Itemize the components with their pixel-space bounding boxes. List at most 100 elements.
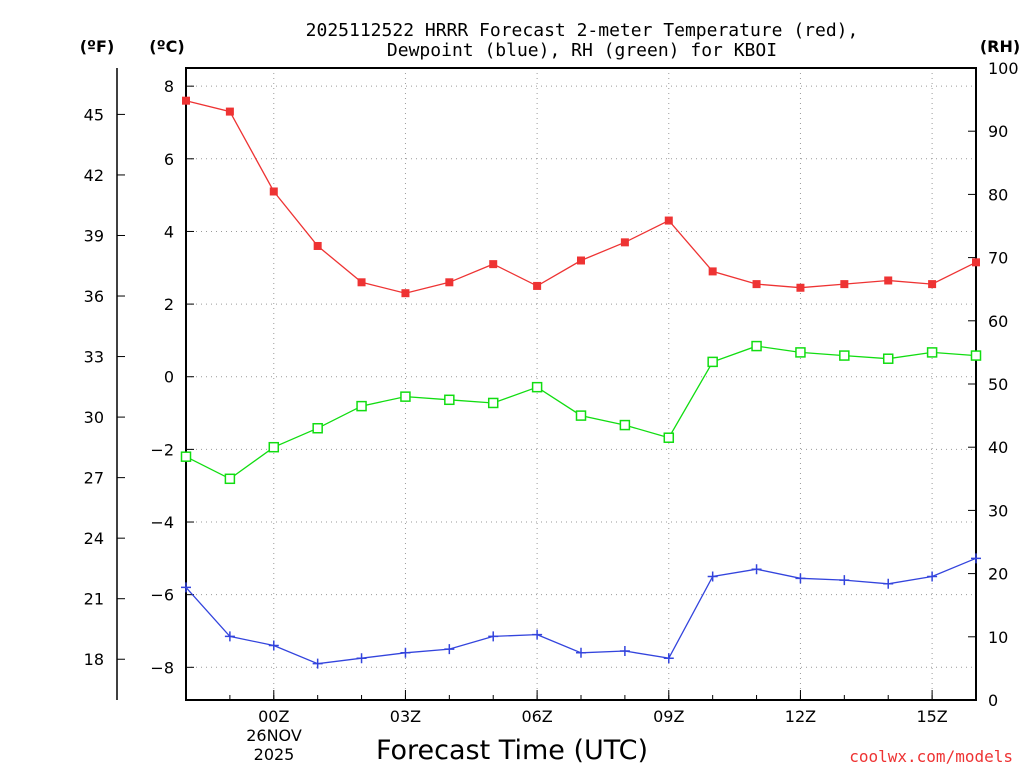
x-tick-label: 12Z xyxy=(785,707,816,726)
x-axis-title: Forecast Time (UTC) xyxy=(376,735,648,766)
dewpoint-point xyxy=(488,631,499,642)
temperature-point xyxy=(445,278,454,287)
celsius-tick-label: −6 xyxy=(150,586,174,605)
dewpoint-point xyxy=(444,644,455,655)
rh-point xyxy=(444,394,455,406)
rh-tick-label: 100 xyxy=(988,59,1019,78)
temperature-point xyxy=(972,258,980,267)
fahrenheit-tick-label: 21 xyxy=(84,590,104,609)
temperature-point xyxy=(533,281,542,290)
celsius-tick-label: 2 xyxy=(164,295,174,314)
celsius-tick-label: 6 xyxy=(164,150,174,169)
dewpoint-point xyxy=(576,647,586,658)
rh-tick-label: 90 xyxy=(988,122,1008,141)
data-series xyxy=(180,96,982,669)
fahrenheit-tick-label: 27 xyxy=(84,469,104,488)
rh-tick-label: 20 xyxy=(988,565,1008,584)
plot-frame xyxy=(185,67,977,701)
temperature-point xyxy=(796,283,805,292)
dewpoint-point xyxy=(224,631,235,642)
rh-point xyxy=(795,347,806,358)
temperature-point xyxy=(708,267,717,276)
rh-point xyxy=(751,340,762,352)
celsius-tick-label: 8 xyxy=(164,77,174,96)
temperature-point xyxy=(664,216,673,225)
temperature-point xyxy=(357,278,366,287)
celsius-tick-label: −4 xyxy=(150,513,174,532)
dewpoint-point xyxy=(751,564,762,575)
temperature-point xyxy=(182,96,190,105)
x-tick-label: 03Z xyxy=(390,707,421,726)
x-tick-label: 06Z xyxy=(521,707,552,726)
watermark-link[interactable]: coolwx.com/models xyxy=(849,747,1013,766)
dewpoint-point xyxy=(795,573,806,584)
temperature-point xyxy=(840,280,849,289)
dewpoint-point xyxy=(663,653,674,664)
temperature-point xyxy=(752,280,761,289)
temperature-point xyxy=(884,276,893,285)
date-year-label: 2025 xyxy=(254,745,295,764)
dewpoint-point xyxy=(707,571,718,582)
rh-point xyxy=(619,419,631,431)
fahrenheit-tick-label: 33 xyxy=(84,348,104,367)
fahrenheit-tick-label: 30 xyxy=(84,408,104,427)
rh-point xyxy=(224,473,236,485)
fahrenheit-tick-label: 36 xyxy=(84,287,104,306)
rh-tick-label: 30 xyxy=(988,501,1008,520)
dewpoint-point xyxy=(268,640,279,651)
rh-point xyxy=(400,391,411,402)
dewpoint-point xyxy=(356,653,367,664)
rh-point xyxy=(575,410,587,421)
chart-title-line2: Dewpoint (blue), RH (green) for KBOI xyxy=(387,40,777,61)
temperature-point xyxy=(577,256,585,265)
temperature-point xyxy=(313,241,322,250)
celsius-unit-label: (ºC) xyxy=(149,37,184,56)
dewpoint-point xyxy=(312,658,323,669)
temperature-point xyxy=(620,238,629,247)
rh-tick-label: 40 xyxy=(988,438,1008,457)
rh-point xyxy=(882,353,894,364)
rh-point xyxy=(970,350,982,361)
rh-point xyxy=(268,441,280,453)
celsius-tick-label: 0 xyxy=(164,368,174,387)
dewpoint-point xyxy=(883,578,894,589)
x-tick-label: 00Z xyxy=(258,707,289,726)
fahrenheit-tick-label: 18 xyxy=(84,650,104,669)
rh-tick-label: 0 xyxy=(988,691,998,710)
fahrenheit-tick-label: 24 xyxy=(84,529,104,548)
chart-title-line1: 2025112522 HRRR Forecast 2-meter Tempera… xyxy=(306,20,859,41)
celsius-tick-label: 4 xyxy=(164,222,174,241)
x-tick-label: 09Z xyxy=(653,707,684,726)
rh-point xyxy=(487,397,499,409)
dewpoint-point xyxy=(532,629,543,640)
temperature-point xyxy=(401,289,410,298)
rh-tick-label: 50 xyxy=(988,375,1008,394)
fahrenheit-unit-label: (ºF) xyxy=(80,37,115,56)
rh-point xyxy=(180,451,192,462)
temperature-point xyxy=(225,107,234,116)
dewpoint-point xyxy=(927,571,938,582)
rh-point xyxy=(531,381,543,393)
rh-tick-label: 60 xyxy=(988,312,1008,331)
celsius-tick-label: −8 xyxy=(150,658,174,677)
rh-point xyxy=(926,347,938,358)
rh-tick-label: 70 xyxy=(988,249,1008,268)
dewpoint-point xyxy=(181,582,191,593)
grid-lines xyxy=(186,68,976,700)
dewpoint-point xyxy=(619,645,630,656)
temperature-point xyxy=(489,260,498,269)
celsius-tick-label: −2 xyxy=(150,440,174,459)
rh-unit-label: (RH) xyxy=(980,37,1020,56)
rh-point xyxy=(312,422,323,434)
fahrenheit-tick-label: 42 xyxy=(84,166,104,185)
rh-tick-label: 10 xyxy=(988,628,1008,647)
date-day-label: 26NOV xyxy=(246,726,302,745)
rh-point xyxy=(663,432,675,443)
rh-tick-label: 80 xyxy=(988,185,1008,204)
temperature-point xyxy=(269,187,278,196)
axis-ticks: −8−6−4−202468182124273033363942450102030… xyxy=(84,59,1019,726)
dewpoint-point xyxy=(971,553,981,564)
dewpoint-point xyxy=(400,647,411,658)
rh-point xyxy=(707,356,718,368)
